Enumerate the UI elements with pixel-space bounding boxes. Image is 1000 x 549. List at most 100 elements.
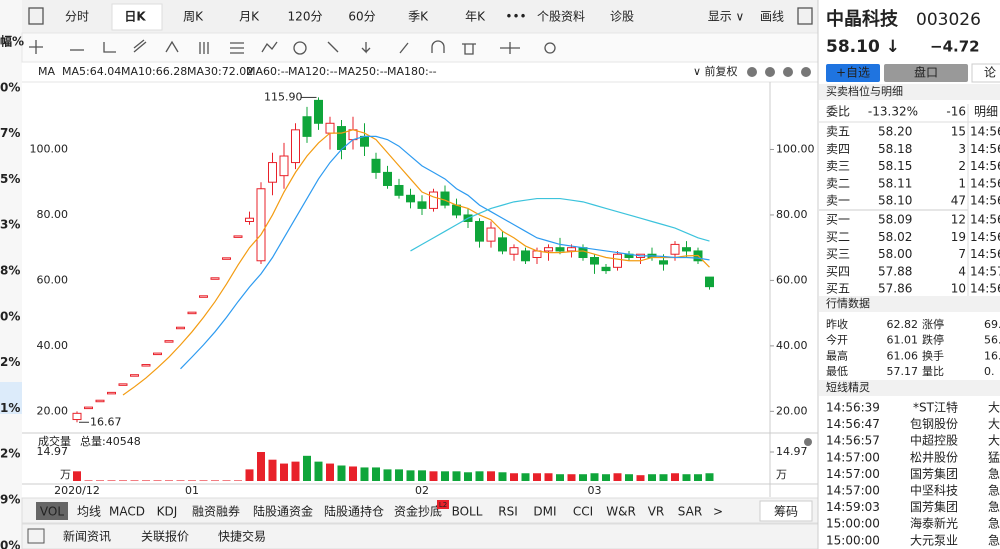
change-pct: 2% bbox=[0, 355, 20, 369]
book-cell: 卖三 bbox=[826, 159, 850, 173]
tab[interactable]: 季K bbox=[408, 10, 429, 24]
volume-bar bbox=[360, 467, 369, 481]
change-pct: 8% bbox=[0, 264, 20, 278]
candle-body bbox=[233, 235, 243, 238]
tab[interactable]: 分时 bbox=[65, 10, 89, 24]
spirit-cell: 国芳集团 bbox=[910, 499, 958, 514]
indicator-tab[interactable]: RSI bbox=[498, 505, 518, 519]
stat-cell: 量比 bbox=[922, 365, 944, 378]
icon bbox=[29, 40, 43, 54]
indicator-tab[interactable]: VR bbox=[648, 505, 665, 519]
stat-cell: 昨收 bbox=[826, 317, 848, 331]
volume-bar bbox=[199, 480, 208, 481]
book-cell: 58.20 bbox=[878, 125, 912, 139]
indicator-tab[interactable]: 陆股通持仓 bbox=[324, 504, 384, 519]
icon bbox=[327, 41, 339, 53]
indicator-tab[interactable]: 资金抄底 bbox=[394, 504, 442, 519]
tab[interactable]: 月K bbox=[239, 10, 260, 24]
tab[interactable]: 日K bbox=[124, 10, 146, 24]
tab[interactable]: ••• bbox=[505, 10, 526, 24]
spirit-cell: 急 bbox=[988, 466, 1000, 481]
low-annotation: 16.67 bbox=[90, 415, 122, 428]
tab[interactable]: 个股资料 bbox=[537, 10, 585, 24]
stat-cell: 最高 bbox=[826, 348, 848, 362]
indicator-tab[interactable]: 均线 bbox=[77, 505, 101, 519]
candle-body bbox=[486, 227, 496, 242]
indicator-tab[interactable]: KDJ bbox=[157, 505, 178, 519]
icon bbox=[431, 40, 445, 53]
button-label[interactable]: 盘口 bbox=[914, 65, 938, 80]
indicator-tab[interactable]: CCI bbox=[573, 505, 593, 519]
tab[interactable]: 60分 bbox=[348, 10, 375, 24]
y-tick-label: 100.00 bbox=[30, 142, 69, 155]
icon bbox=[199, 42, 209, 54]
stat-cell: 涨停 bbox=[922, 317, 944, 331]
volume-bar bbox=[222, 480, 231, 481]
book-cell: 买三 bbox=[826, 247, 850, 261]
spirit-cell: 14:56:47 bbox=[826, 417, 880, 431]
chip-tab[interactable]: 筹码 bbox=[774, 505, 798, 519]
indicator-tab[interactable]: MACD bbox=[109, 505, 145, 519]
volume-bar bbox=[268, 459, 277, 481]
stat-cell: 61.01 bbox=[887, 334, 919, 347]
y-tick-label: 100.00 bbox=[776, 142, 815, 155]
x-tick-label: 03 bbox=[588, 484, 602, 497]
indicator-tab[interactable]: SAR bbox=[678, 505, 702, 519]
change-pct: 0% bbox=[0, 538, 20, 549]
change-pct: 2% bbox=[0, 447, 20, 461]
indicator-tab[interactable]: 陆股通资金 bbox=[253, 504, 313, 519]
volume-bar bbox=[521, 473, 530, 481]
button-label[interactable]: +自选 bbox=[836, 66, 870, 80]
book-cell: 47 bbox=[951, 194, 966, 208]
volume-bar bbox=[418, 470, 426, 481]
bottom-tab[interactable]: 关联报价 bbox=[141, 529, 189, 544]
button-bg[interactable] bbox=[826, 64, 880, 82]
candle-body bbox=[705, 276, 714, 288]
indicator-tab[interactable]: 融资融券 bbox=[192, 504, 240, 519]
indicator-tab[interactable]: BOLL bbox=[452, 505, 483, 519]
ratio-cell: -16 bbox=[946, 105, 966, 119]
volume-bar bbox=[165, 480, 173, 481]
tab[interactable]: 周K bbox=[183, 10, 204, 24]
candle-body bbox=[222, 257, 231, 260]
candle-body bbox=[670, 243, 680, 255]
tab[interactable]: 显示 ∨ bbox=[708, 10, 745, 24]
volume-bar bbox=[257, 452, 265, 481]
indicator-tab[interactable]: DMI bbox=[533, 505, 556, 519]
x-tick-label: 01 bbox=[185, 484, 199, 497]
book-cell: 57.88 bbox=[878, 264, 912, 278]
indicator-tab[interactable]: W&R bbox=[606, 505, 636, 519]
book-cell: 12 bbox=[951, 213, 966, 227]
adjust-select[interactable]: ∨ 前复权 bbox=[693, 64, 738, 78]
change-pct: 5% bbox=[0, 172, 20, 186]
candle-body bbox=[613, 253, 622, 268]
book-cell: 买五 bbox=[826, 282, 850, 296]
icon bbox=[133, 39, 147, 53]
icon bbox=[165, 40, 179, 53]
tab[interactable]: 年K bbox=[465, 10, 486, 24]
candle-body bbox=[130, 374, 139, 377]
indicator-tab[interactable]: VOL bbox=[40, 505, 64, 519]
volume-bar bbox=[613, 473, 622, 481]
bottom-tab[interactable]: 快捷交易 bbox=[218, 529, 266, 544]
stat-cell: 57.17 bbox=[887, 365, 919, 378]
book-cell: 14:56 bbox=[970, 142, 1000, 156]
button-bg[interactable] bbox=[971, 63, 1000, 83]
tab[interactable]: 画线 bbox=[760, 10, 784, 24]
book-cell: 15 bbox=[951, 125, 966, 139]
button-label[interactable]: 论 bbox=[984, 66, 996, 80]
tab[interactable]: 诊股 bbox=[610, 10, 634, 24]
y-tick-label: 60.00 bbox=[37, 273, 69, 286]
button-bg[interactable] bbox=[884, 64, 968, 82]
volume-bar bbox=[349, 466, 357, 481]
candle-body bbox=[429, 191, 438, 209]
indicator-tab[interactable]: > bbox=[713, 505, 723, 519]
icon bbox=[399, 42, 409, 54]
stock-code: 003026 bbox=[916, 10, 981, 30]
bottom-tab[interactable]: 新闻资讯 bbox=[63, 529, 111, 544]
stat-cell: 16.25 bbox=[984, 349, 1000, 362]
tab[interactable]: 120分 bbox=[288, 10, 323, 24]
candle-body bbox=[314, 99, 323, 124]
ratio-cell: -13.32% bbox=[868, 105, 918, 119]
